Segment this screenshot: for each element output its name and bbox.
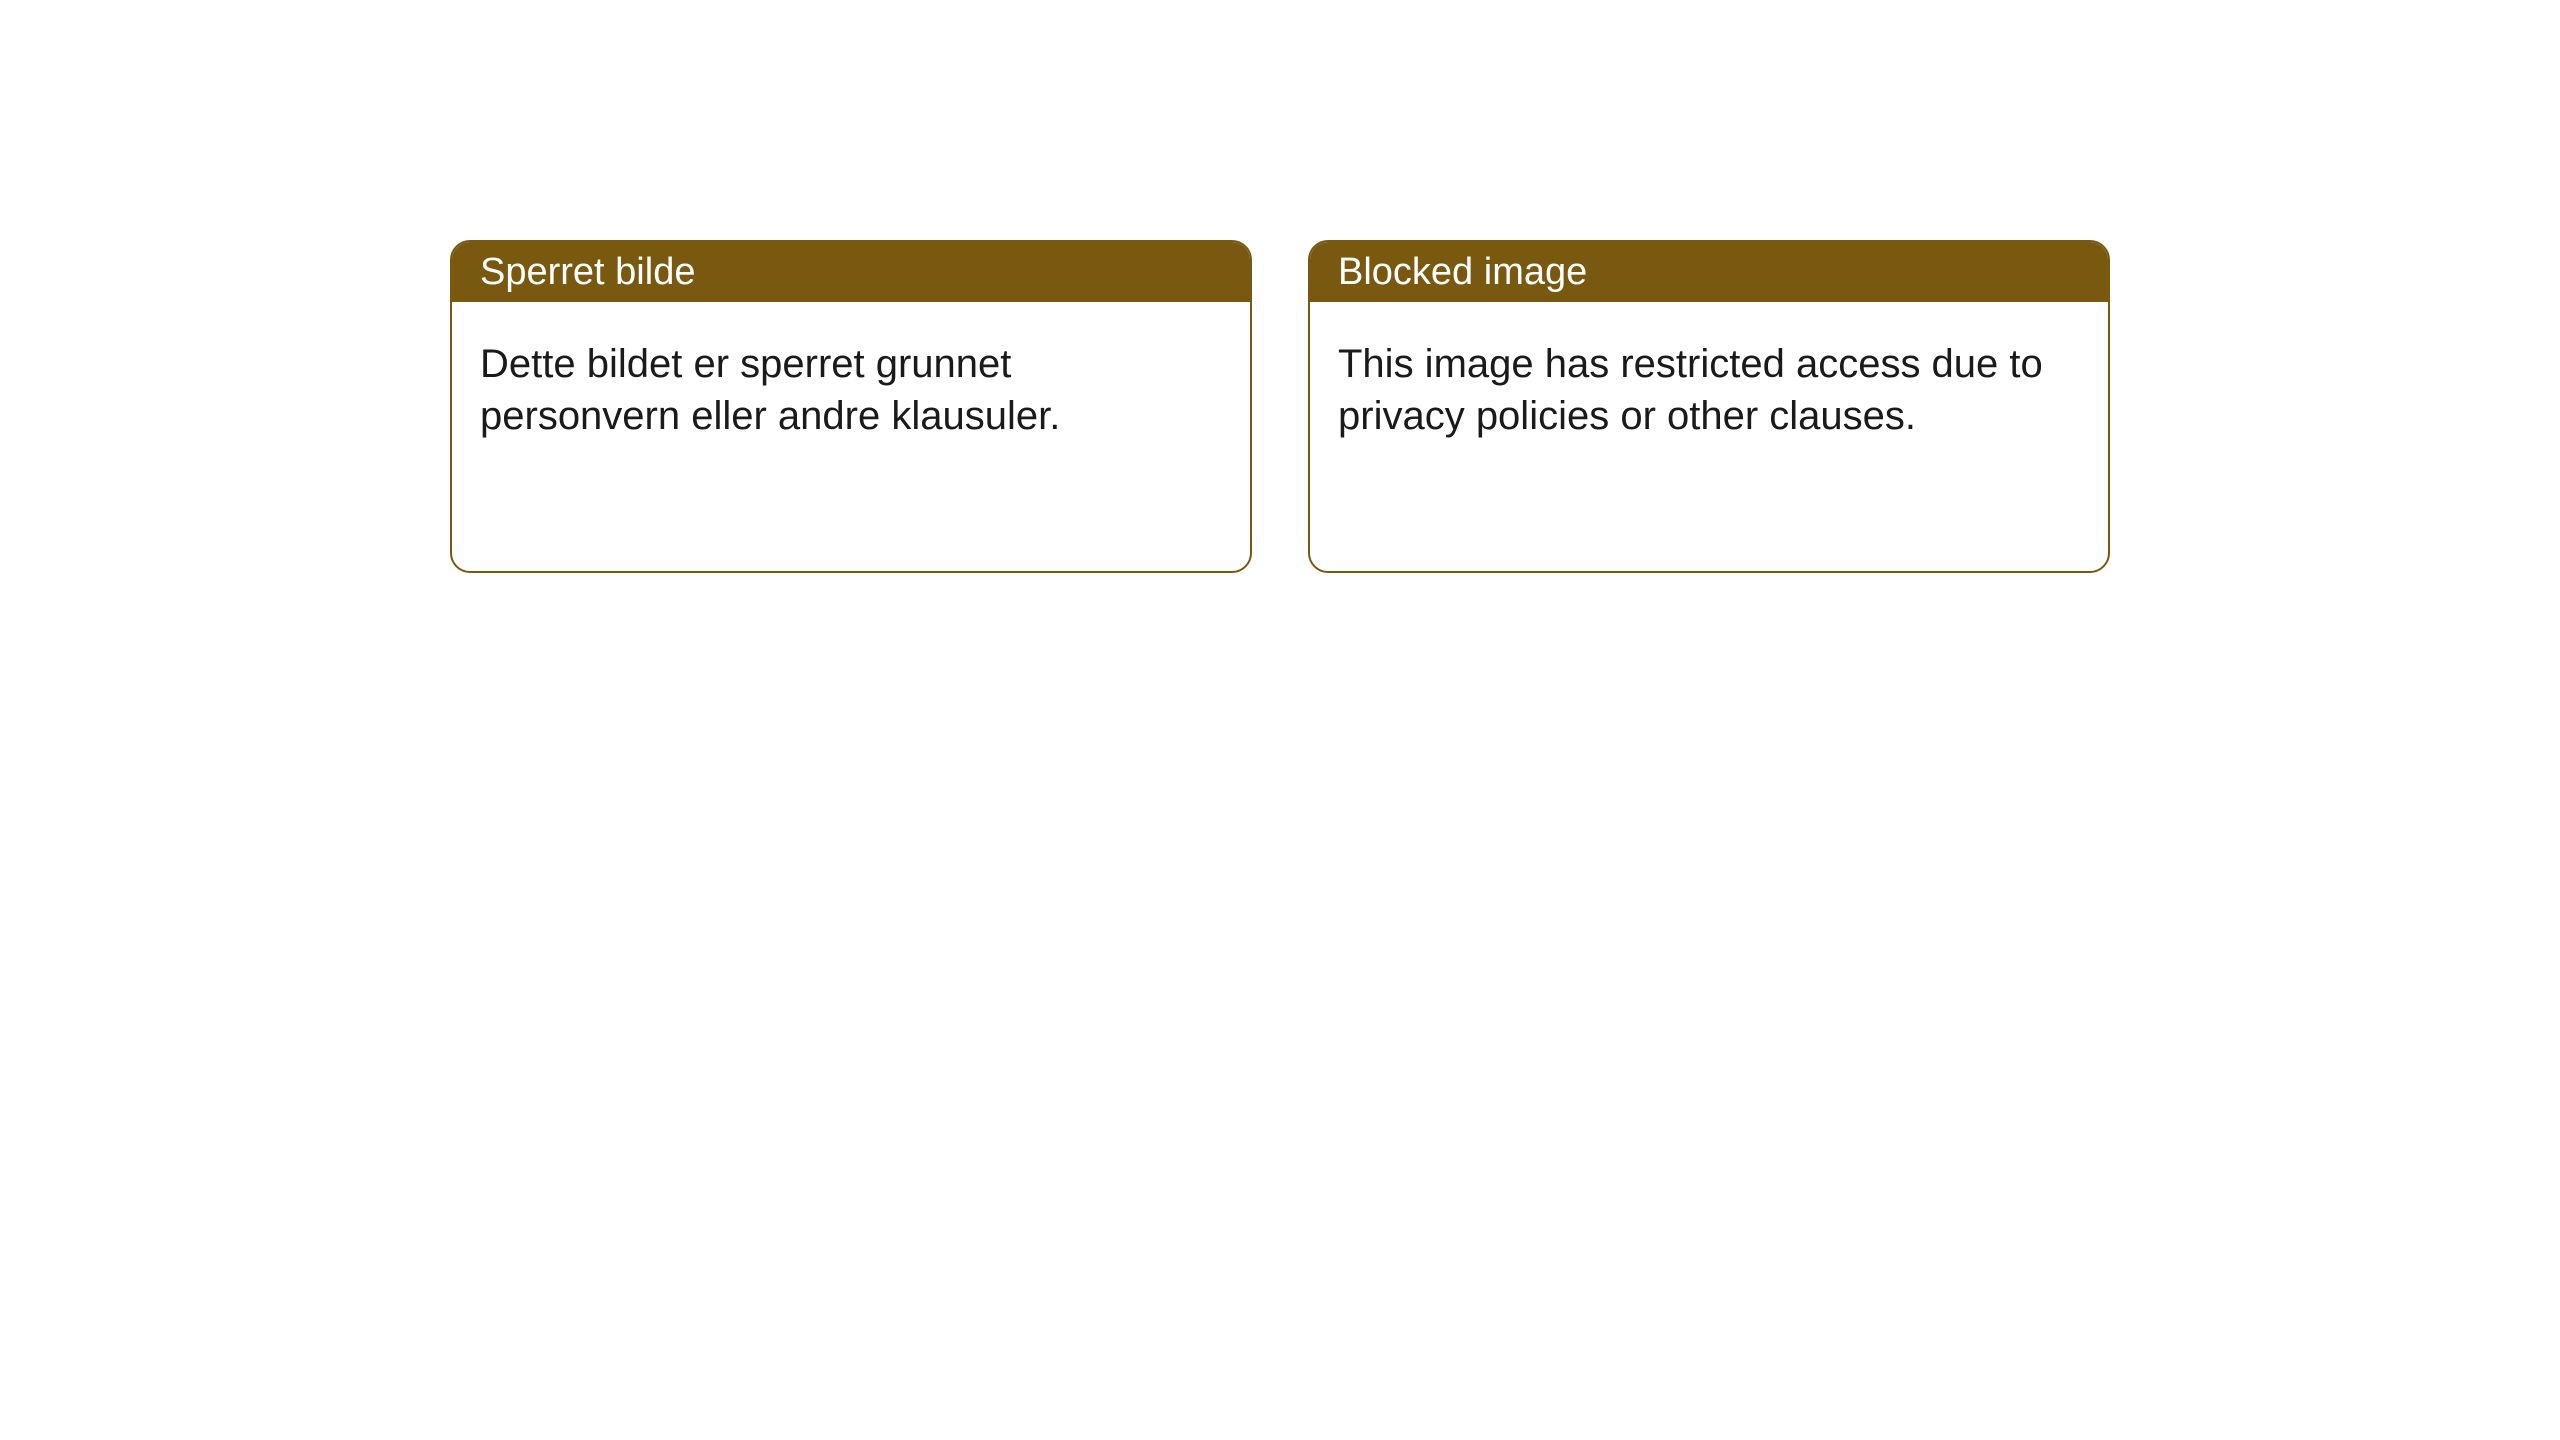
- notice-box-norwegian: Sperret bilde Dette bildet er sperret gr…: [450, 240, 1252, 573]
- notice-box-english: Blocked image This image has restricted …: [1308, 240, 2110, 573]
- notice-header-english: Blocked image: [1310, 242, 2108, 302]
- notice-header-text: Blocked image: [1338, 251, 1587, 294]
- notice-body-text: This image has restricted access due to …: [1338, 342, 2043, 438]
- notice-body-text: Dette bildet er sperret grunnet personve…: [480, 342, 1060, 438]
- notice-body-norwegian: Dette bildet er sperret grunnet personve…: [452, 302, 1250, 478]
- notice-body-english: This image has restricted access due to …: [1310, 302, 2108, 478]
- notice-container: Sperret bilde Dette bildet er sperret gr…: [450, 240, 2110, 573]
- notice-header-norwegian: Sperret bilde: [452, 242, 1250, 302]
- notice-header-text: Sperret bilde: [480, 251, 695, 294]
